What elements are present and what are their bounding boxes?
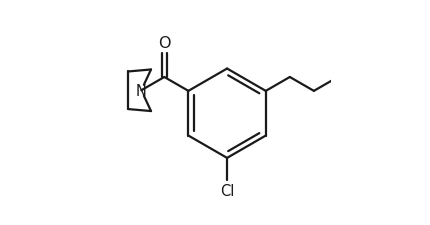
Text: Cl: Cl xyxy=(220,183,234,198)
Text: N: N xyxy=(136,83,147,98)
Text: O: O xyxy=(158,36,171,51)
